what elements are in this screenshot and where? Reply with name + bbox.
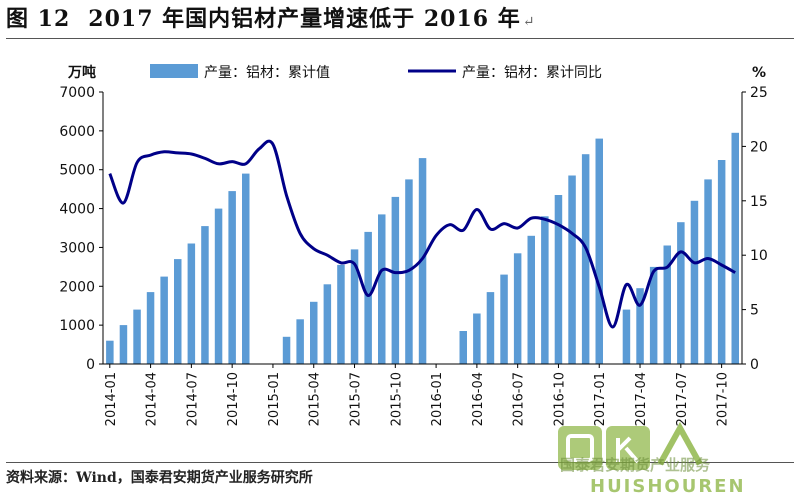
legend-label-line: 产量：铝材：累计同比 [462, 65, 602, 81]
bar-2016-06 [500, 274, 508, 364]
bar-2016-12 [581, 154, 590, 364]
x-tick-label: 2016-07 [512, 372, 527, 426]
x-tick-label: 2015-01 [267, 372, 282, 426]
x-tick-label: 2014-01 [104, 372, 119, 426]
x-tick-label: 2014-07 [185, 372, 200, 426]
bar-2016-08 [527, 235, 535, 364]
y-right-tick-label: 15 [750, 194, 768, 210]
line-series-cumulative-yoy [108, 139, 736, 329]
bar-2015-06 [337, 264, 345, 364]
bar-2014-11 [242, 173, 250, 364]
x-tick-label: 2017-01 [593, 372, 608, 426]
bar-2016-10 [554, 195, 563, 364]
bar-2016-05 [486, 292, 495, 364]
bar-2014-08 [201, 226, 209, 364]
bar-2014-03 [133, 309, 141, 364]
y-right-tick-label: 25 [750, 85, 768, 101]
bar-2014-05 [160, 276, 168, 364]
bar-2015-04 [310, 301, 318, 364]
bar-2015-10 [391, 196, 400, 364]
x-tick-label: 2017-07 [675, 372, 690, 426]
bar-2017-03 [622, 309, 631, 364]
bar-2015-02 [282, 336, 291, 364]
figure-heading: 2017 年国内铝材产量增速低于 2016 年 [88, 6, 521, 32]
y-left-tick-label: 4000 [59, 202, 95, 218]
return-mark-icon: ↵ [522, 14, 536, 30]
bar-2017-06 [663, 245, 671, 364]
top-rule [6, 38, 794, 39]
bar-2015-09 [378, 214, 386, 364]
bar-2016-07 [513, 253, 522, 364]
bar-2017-04 [636, 288, 644, 364]
figure-title: 图 12 2017 年国内铝材产量增速低于 2016 年 ↵ [6, 2, 794, 36]
figure-label: 图 12 [6, 6, 71, 32]
bar-2017-01 [595, 138, 603, 364]
bar-2015-08 [364, 231, 372, 364]
bar-2014-09 [214, 208, 223, 364]
x-tick-label: 2017-10 [716, 372, 731, 426]
y-right-tick-label: 0 [750, 357, 759, 373]
x-tick-label: 2015-04 [308, 372, 323, 426]
y-left-tick-label: 6000 [59, 124, 95, 140]
bar-2016-11 [568, 175, 576, 364]
x-tick-label: 2016-01 [430, 372, 445, 426]
y-right-tick-label: 20 [750, 139, 768, 155]
bar-2014-06 [174, 259, 182, 364]
x-tick-label: 2015-07 [349, 372, 364, 426]
x-tick-label: 2014-10 [226, 372, 241, 426]
y-left-tick-label: 5000 [59, 163, 95, 179]
y-left-unit: 万吨 [67, 64, 96, 81]
y-left-tick-label: 7000 [59, 85, 95, 101]
bar-2017-08 [690, 200, 699, 364]
bar-2014-02 [119, 325, 128, 364]
x-tick-label: 2017-04 [634, 372, 649, 426]
y-right-tick-label: 10 [750, 248, 768, 264]
bar-2014-01 [106, 340, 114, 364]
y-left-tick-label: 2000 [59, 279, 95, 295]
chart: 产量：铝材：累计值 产量：铝材：累计同比 万吨 % 0 1000 2000 3000 4000 5… [59, 64, 768, 426]
bar-2016-04 [473, 313, 481, 364]
y-right-unit: % [752, 65, 766, 81]
bar-2017-09 [704, 179, 712, 364]
bar-2017-05 [649, 266, 658, 364]
bar-2015-05 [323, 284, 332, 364]
watermark-english: HUISHOUREN [590, 476, 746, 497]
x-tick-label: 2015-10 [389, 372, 404, 426]
bar-2017-10 [717, 160, 726, 364]
bar-2015-03 [296, 319, 304, 364]
y-right-tick-label: 5 [750, 303, 759, 319]
watermark-chinese: 国泰君安期货产业服务 [560, 456, 711, 474]
y-left-tick-label: 3000 [59, 240, 95, 256]
x-tick-label: 2014-04 [145, 372, 160, 426]
legend-label-bar: 产量：铝材：累计值 [204, 65, 330, 81]
legend-swatch-bar [150, 64, 198, 78]
bar-2015-12 [418, 158, 427, 364]
bar-2016-09 [541, 216, 549, 364]
bar-2015-07 [350, 249, 359, 364]
y-left-tick-label: 0 [86, 357, 95, 373]
y-left-tick-label: 1000 [59, 318, 95, 334]
bar-2016-03 [459, 331, 467, 364]
bottom-rule [6, 462, 794, 463]
x-tick-label: 2016-04 [471, 372, 486, 426]
bar-2017-11 [731, 132, 739, 364]
x-tick-label: 2016-10 [552, 372, 567, 426]
bar-2014-04 [146, 292, 155, 364]
bar-2014-10 [228, 191, 236, 364]
watermark-logo-icon [558, 421, 703, 470]
bar-2017-07 [677, 222, 685, 364]
source-note: 资料来源：Wind，国泰君安期货产业服务研究所 [6, 470, 313, 486]
bar-2014-07 [187, 243, 196, 364]
